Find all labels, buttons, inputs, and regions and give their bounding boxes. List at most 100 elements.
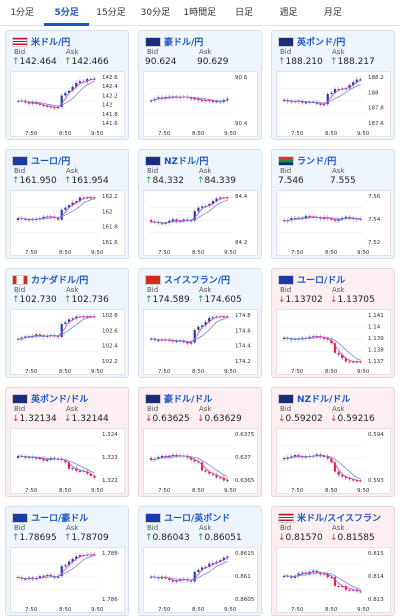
currency-pair-link[interactable]: 英ポンド/円 [297, 38, 346, 48]
candle [204, 321, 207, 326]
rate-card[interactable]: 米ドル/スイスフラン Bid Ask ↓0.81570 ↓0.81585 0.8… [271, 506, 395, 616]
y-tick-label: 84.2 [235, 240, 247, 246]
tab-timeframe[interactable]: 月足 [323, 8, 342, 18]
currency-pair-link[interactable]: カナダドル/円 [31, 276, 89, 286]
rate-card[interactable]: ユーロ/円 Bid Ask ↑161.950 ↑161.954 162.2 162… [5, 149, 129, 259]
candle [86, 316, 89, 318]
currency-pair-link[interactable]: NZドル/円 [164, 157, 209, 167]
ask-label: Ask [66, 405, 79, 413]
mini-candlestick-chart[interactable]: 1.788 1.786 7:50 8:50 9:50 [10, 547, 125, 613]
currency-pair-link[interactable]: ユーロ/英ポンド [164, 514, 231, 524]
ask-label: Ask [332, 286, 345, 294]
ask-value: ↑188.217 [330, 57, 375, 67]
trend-arrow-icon: ↓ [330, 414, 338, 424]
rate-card[interactable]: ランド/円 Bid Ask 7.546 7.555 7.56 7.54 7.52 7:… [271, 149, 395, 259]
ask-label: Ask [66, 286, 79, 294]
candle [319, 217, 322, 219]
candle [337, 585, 340, 587]
currency-pair-link[interactable]: ランド/円 [297, 157, 337, 167]
y-tick-label: 1.324 [102, 432, 118, 438]
rate-card[interactable]: 英ポンド/円 Bid Ask ↑188.210 ↑188.217 188.2 18… [271, 30, 395, 140]
y-tick-label: 174.8 [235, 313, 251, 319]
mini-candlestick-chart[interactable]: 0.594 0.593 7:50 8:50 9:50 [276, 428, 391, 494]
ask-value: ↑0.86051 [197, 533, 242, 543]
mini-candlestick-chart[interactable]: 162.2 162 161.8 161.6 7:50 8:50 9:50 [10, 190, 125, 256]
rate-card[interactable]: ユーロ/豪ドル Bid Ask ↑1.78695 ↑1.78709 1.788 1… [5, 506, 129, 616]
bid-label: Bid [14, 405, 26, 413]
currency-pair-link[interactable]: スイスフラン/円 [164, 276, 231, 286]
flag-icon [12, 275, 28, 285]
mini-candlestick-chart[interactable]: 188.2 188 187.8 187.6 7:50 8:50 9:50 [276, 71, 391, 137]
tab-timeframe[interactable]: 1時間足 [183, 8, 217, 18]
mini-candlestick-chart[interactable]: 0.8615 0.861 0.8605 7:50 8:50 9:50 [143, 547, 258, 613]
candle [200, 325, 204, 327]
mini-candlestick-chart[interactable]: 1.141 1.14 1.139 1.138 1.137 7:50 8:50 9:50 [276, 309, 391, 375]
trend-arrow-icon: ↓ [64, 414, 72, 424]
candle [64, 565, 67, 567]
moving-average-line [18, 555, 95, 580]
rate-card[interactable]: 豪ドル/ドル Bid Ask ↓0.63625 ↓0.63629 0.6375 0… [138, 387, 262, 497]
moving-average-line [151, 561, 228, 581]
candle [42, 216, 45, 219]
mini-candlestick-chart[interactable]: 90.6 90.4 7:50 8:50 9:50 [143, 71, 258, 137]
mini-candlestick-chart[interactable]: 7.56 7.54 7.52 7:50 8:50 9:50 [276, 190, 391, 256]
candle [78, 81, 81, 83]
chart-svg: 142.6 142.4 142.2 142 141.8 141.6 7:50 8:50 9:50 [15, 75, 118, 137]
tab-timeframe[interactable]: 1分足 [10, 8, 35, 18]
currency-pair-link[interactable]: 豪ドル/ドル [164, 395, 213, 405]
moving-average-line [283, 84, 361, 104]
rate-card[interactable]: 英ポンド/ドル Bid Ask ↓1.32134 ↓1.32144 1.324 1… [5, 387, 129, 497]
candle [168, 220, 171, 223]
tab-timeframe[interactable]: 30分足 [140, 8, 171, 18]
mini-candlestick-chart[interactable]: 102.8 102.6 102.4 102.2 7:50 8:50 9:50 [10, 309, 125, 375]
candle [359, 480, 362, 482]
candle [323, 337, 326, 339]
y-tick-label: 1.139 [368, 336, 384, 342]
ask-value: ↑161.954 [64, 176, 109, 186]
tab-timeframe[interactable]: 日足 [235, 8, 254, 18]
rate-card[interactable]: 米ドル/円 Bid Ask ↑142.464 ↑142.466 142.6 142… [5, 30, 129, 140]
mini-candlestick-chart[interactable]: 174.8 174.6 174.4 174.2 7:50 8:50 9:50 [143, 309, 258, 375]
tab-timeframe[interactable]: 15分足 [96, 8, 126, 18]
candle [190, 580, 193, 582]
candle [344, 358, 347, 362]
y-tick-label: 1.323 [102, 455, 118, 461]
currency-pair-link[interactable]: 米ドル/円 [31, 38, 71, 48]
y-tick-label: 174.4 [235, 344, 251, 350]
bid-label: Bid [147, 524, 159, 532]
currency-pair-link[interactable]: ユーロ/円 [31, 157, 71, 167]
candle [355, 79, 358, 83]
trend-arrow-icon: ↑ [197, 533, 205, 543]
mini-candlestick-chart[interactable]: 84.4 84.2 7:50 8:50 9:50 [143, 190, 258, 256]
currency-pair-link[interactable]: ユーロ/豪ドル [31, 514, 89, 524]
tab-timeframe[interactable]: 5分足 [44, 0, 89, 26]
mini-candlestick-chart[interactable]: 0.815 0.814 0.813 7:50 8:50 9:50 [276, 547, 391, 613]
mini-candlestick-chart[interactable]: 0.6375 0.637 0.6365 7:50 8:50 9:50 [143, 428, 258, 494]
mini-candlestick-chart[interactable]: 1.324 1.323 1.322 7:50 8:50 9:50 [10, 428, 125, 494]
rate-card[interactable]: NZドル/円 Bid Ask ↑84.332 ↑84.339 84.4 84.2 7… [138, 149, 262, 259]
rate-card[interactable]: NZドル/ドル Bid Ask ↓0.59202 ↓0.59216 0.594 0… [271, 387, 395, 497]
rate-card[interactable]: 豪ドル/円 Bid Ask 90.624 90.629 90.6 90.4 7:50… [138, 30, 262, 140]
rate-card[interactable]: カナダドル/円 Bid Ask ↑102.730 ↑102.736 102.8 1… [5, 268, 129, 378]
rate-card[interactable]: スイスフラン/円 Bid Ask ↑174.589 ↑174.605 174.8… [138, 268, 262, 378]
candle [333, 219, 337, 221]
candle [312, 570, 315, 572]
rate-card[interactable]: ユーロ/ドル Bid Ask ↓1.13702 ↓1.13705 1.141 1.… [271, 268, 395, 378]
mini-candlestick-chart[interactable]: 142.6 142.4 142.2 142 141.8 141.6 7:50 8:50 9:50 [10, 71, 125, 137]
currency-pair-link[interactable]: 豪ドル/円 [164, 38, 204, 48]
tab-timeframe[interactable]: 週足 [279, 8, 298, 18]
candle [308, 215, 311, 218]
candle [75, 201, 78, 203]
currency-pair-link[interactable]: NZドル/ドル [297, 395, 351, 405]
chart-svg: 188.2 188 187.8 187.6 7:50 8:50 9:50 [281, 75, 384, 137]
bid-value: ↑161.950 [12, 176, 57, 186]
currency-pair-link[interactable]: 英ポンド/ドル [31, 395, 89, 405]
currency-pair-link[interactable]: 米ドル/スイスフラン [297, 514, 382, 524]
currency-pair-link[interactable]: ユーロ/ドル [297, 276, 346, 286]
bid-value: 7.546 [278, 176, 304, 186]
candle [333, 89, 337, 94]
candle [211, 101, 214, 103]
rate-card[interactable]: ユーロ/英ポンド Bid Ask ↑0.86043 ↑0.86051 0.861… [138, 506, 262, 616]
x-tick-label: 9:50 [91, 131, 104, 137]
candle [226, 480, 229, 482]
